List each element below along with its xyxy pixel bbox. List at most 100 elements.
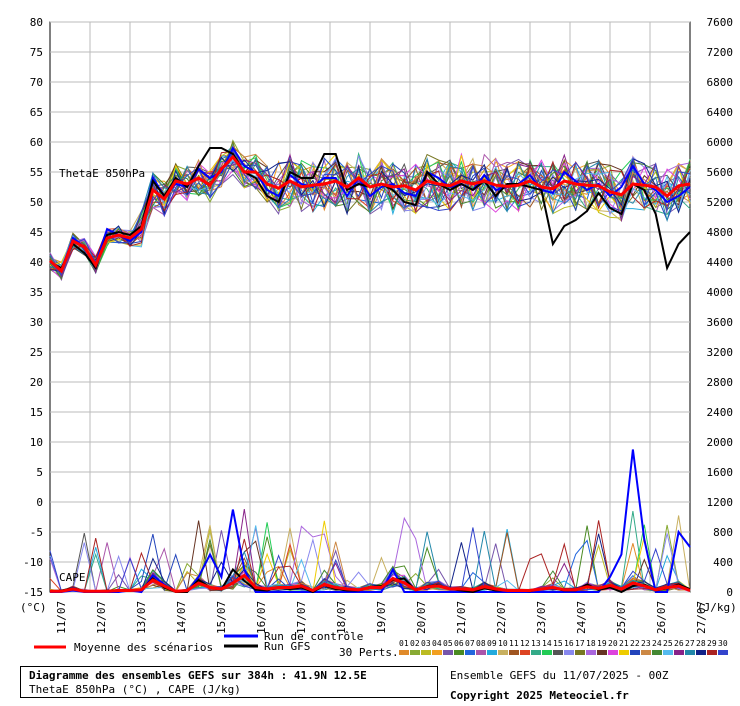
pert-swatch	[476, 650, 486, 655]
grid	[49, 21, 691, 593]
legend-control-label: Run de contrôle	[264, 630, 363, 643]
x-tick-label: 24/07	[575, 601, 588, 634]
pert-number: 06	[454, 639, 464, 648]
left-axis-unit: (°C)	[20, 601, 47, 614]
pert-number: 23	[641, 639, 651, 648]
right-tick-label: 0	[726, 586, 733, 599]
control-cape-line	[50, 449, 691, 594]
pert-swatch	[652, 650, 662, 655]
pert-swatch	[619, 650, 629, 655]
left-tick-label: 45	[30, 226, 43, 239]
pert-thetae-line	[49, 153, 691, 276]
pert-number: 15	[553, 639, 563, 648]
right-axis: 7600720068006400600056005200480044004000…	[707, 16, 734, 599]
pert-swatch	[608, 650, 618, 655]
pert-swatch	[421, 650, 431, 655]
pert-number: 18	[586, 639, 596, 648]
pert-swatch	[542, 650, 552, 655]
pert-number: 08	[476, 639, 486, 648]
x-tick-label: 20/07	[415, 601, 428, 634]
pert-number: 05	[443, 639, 453, 648]
x-tick-label: 15/07	[215, 601, 228, 634]
pert-number: 07	[465, 639, 475, 648]
pert-swatch	[520, 650, 530, 655]
right-tick-label: 6400	[707, 106, 734, 119]
left-tick-label: -10	[23, 556, 43, 569]
footer-title: Diagramme des ensembles GEFS sur 384h : …	[29, 669, 367, 682]
left-tick-label: 75	[30, 46, 43, 59]
pert-swatch	[498, 650, 508, 655]
thetae-series-label: ThetaE 850hPa	[59, 167, 145, 180]
footer-run: Ensemble GEFS du 11/07/2025 - 00Z	[450, 669, 669, 682]
pert-swatch	[553, 650, 563, 655]
pert-legend: 01 02 03 04 05 06 07 08 09 10 11 12 13 14 15 16 17 18 19 20…	[399, 639, 728, 655]
pert-number: 25	[663, 639, 673, 648]
right-tick-label: 7200	[707, 46, 734, 59]
pert-number: 14	[542, 639, 552, 648]
x-tick-label: 17/07	[295, 601, 308, 634]
right-tick-label: 2000	[707, 436, 734, 449]
footer-subtitle: ThetaE 850hPa (°C) , CAPE (J/kg)	[29, 683, 241, 696]
pert-swatch	[575, 650, 585, 655]
footer-info: Ensemble GEFS du 11/07/2025 - 00Z Copyri…	[450, 666, 669, 706]
left-tick-label: 20	[30, 376, 43, 389]
pert-swatch	[707, 650, 717, 655]
pert-swatch	[564, 650, 574, 655]
pert-swatch	[586, 650, 596, 655]
pert-number: 10	[498, 639, 508, 648]
pert-swatch	[443, 650, 453, 655]
pert-number: 30	[718, 639, 728, 648]
pert-swatch	[487, 650, 497, 655]
right-tick-label: 800	[713, 526, 733, 539]
pert-number: 03	[421, 639, 431, 648]
right-tick-label: 6800	[707, 76, 734, 89]
pert-number: 19	[597, 639, 607, 648]
footer-copyright: Copyright 2025 Meteociel.fr	[450, 689, 629, 702]
x-tick-label: 25/07	[615, 601, 628, 634]
cape-series-label: CAPE	[59, 571, 86, 584]
right-tick-label: 4400	[707, 256, 734, 269]
pert-number: 02	[410, 639, 420, 648]
pert-number: 21	[619, 639, 629, 648]
x-tick-label: 23/07	[535, 601, 548, 634]
right-tick-label: 1200	[707, 496, 734, 509]
x-axis: 11/07 12/07 13/07 14/07 15/07 16/07 17/07 18/07…	[55, 601, 708, 634]
pert-number: 13	[531, 639, 541, 648]
legend-mean-label: Moyenne des scénarios	[74, 641, 213, 654]
left-tick-label: -15	[23, 586, 43, 599]
x-tick-label: 16/07	[255, 601, 268, 634]
pert-swatch	[531, 650, 541, 655]
x-tick-label: 18/07	[335, 601, 348, 634]
left-tick-label: 50	[30, 196, 43, 209]
left-tick-label: 15	[30, 406, 43, 419]
left-tick-label: 60	[30, 136, 43, 149]
x-tick-label: 14/07	[175, 601, 188, 634]
left-tick-label: 35	[30, 286, 43, 299]
main-lines	[48, 145, 691, 594]
pert-swatch	[410, 650, 420, 655]
legend-gfs-label: Run GFS	[264, 640, 310, 653]
x-tick-label: 19/07	[375, 601, 388, 634]
pert-swatch	[663, 650, 673, 655]
right-axis-unit: (J/kg)	[697, 601, 737, 614]
right-tick-label: 6000	[707, 136, 734, 149]
left-tick-label: 10	[30, 436, 43, 449]
pert-number: 16	[564, 639, 574, 648]
pert-number: 01	[399, 639, 409, 648]
pert-number: 04	[432, 639, 442, 648]
right-tick-label: 1600	[707, 466, 734, 479]
left-tick-label: 40	[30, 256, 43, 269]
left-tick-label: -5	[30, 526, 43, 539]
pert-number: 11	[509, 639, 519, 648]
pert-number: 12	[520, 639, 530, 648]
pert-number: 17	[575, 639, 585, 648]
right-tick-label: 5600	[707, 166, 734, 179]
left-tick-label: 55	[30, 166, 43, 179]
left-tick-label: 70	[30, 76, 43, 89]
legend: Moyenne des scénarios Run de contrôle Ru…	[34, 630, 728, 659]
pert-swatch	[597, 650, 607, 655]
x-tick-label: 27/07	[695, 601, 708, 634]
right-tick-label: 7600	[707, 16, 734, 29]
